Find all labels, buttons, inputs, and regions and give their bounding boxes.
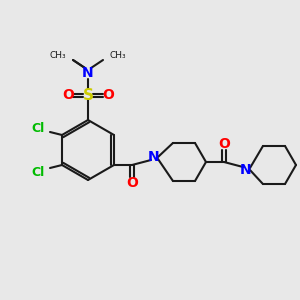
Text: Cl: Cl — [32, 122, 45, 134]
Text: CH₃: CH₃ — [110, 50, 127, 59]
Text: S: S — [82, 88, 94, 103]
Text: Cl: Cl — [32, 166, 45, 178]
Text: N: N — [240, 163, 252, 177]
Text: O: O — [126, 176, 138, 190]
Text: O: O — [102, 88, 114, 102]
Text: CH₃: CH₃ — [50, 50, 66, 59]
Text: N: N — [82, 66, 94, 80]
Text: O: O — [218, 137, 230, 151]
Text: O: O — [62, 88, 74, 102]
Text: N: N — [148, 150, 160, 164]
